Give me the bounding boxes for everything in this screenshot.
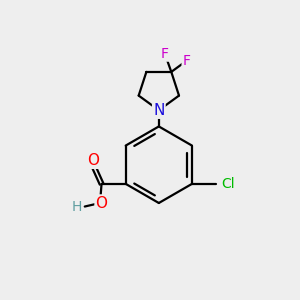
- Text: O: O: [87, 153, 99, 168]
- Text: N: N: [153, 103, 164, 118]
- Text: Cl: Cl: [221, 177, 235, 191]
- Text: F: F: [161, 46, 169, 61]
- Text: F: F: [183, 54, 190, 68]
- Text: O: O: [95, 196, 107, 211]
- Text: H: H: [71, 200, 82, 214]
